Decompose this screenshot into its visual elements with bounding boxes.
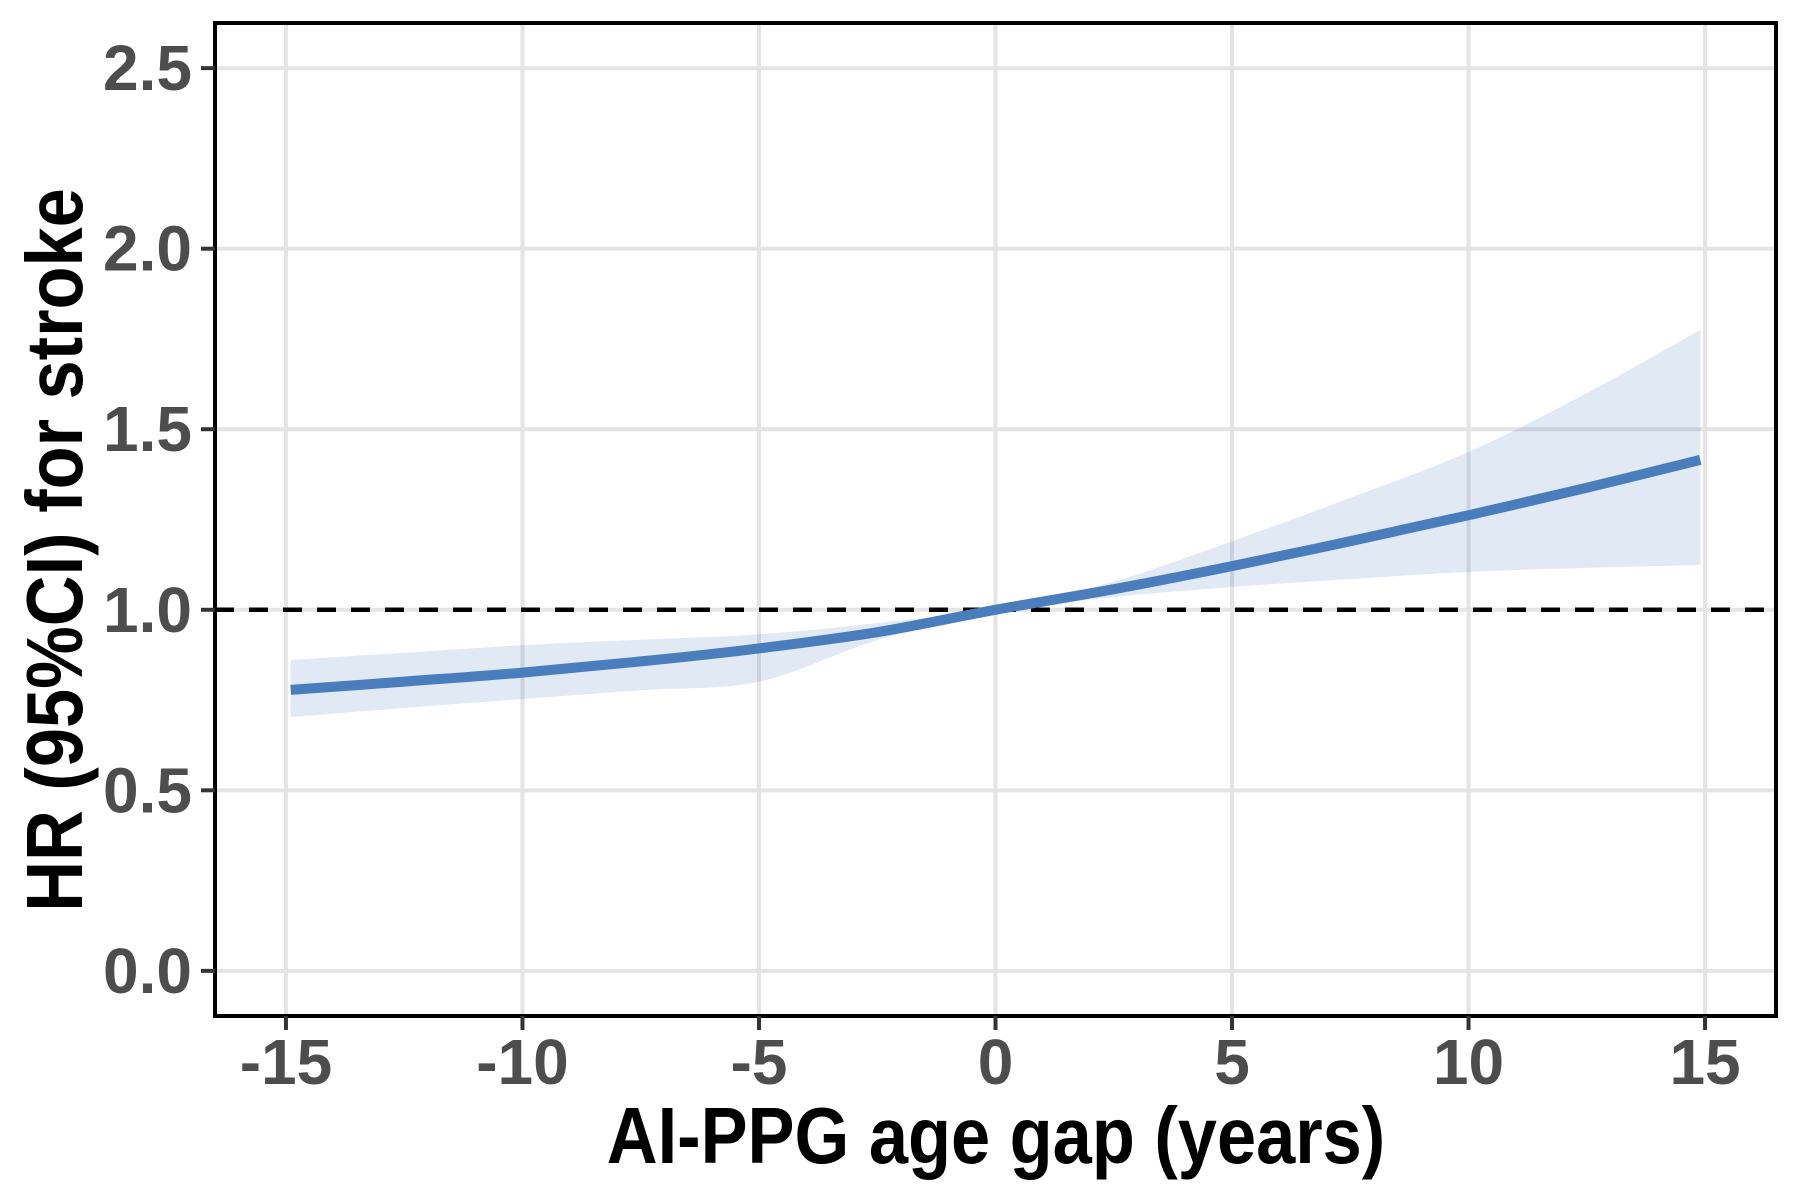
- y-tick-labels: 0.0 0.5 1.0 1.5 2.0 2.5: [103, 32, 192, 1007]
- hr-line: [290, 455, 1702, 695]
- y-tick-label: 2.0: [103, 213, 192, 285]
- y-tick-label: 1.0: [103, 574, 192, 646]
- x-tick-label: -10: [476, 1026, 569, 1098]
- x-tick-label: -15: [240, 1026, 333, 1098]
- x-tick-label: 10: [1433, 1026, 1504, 1098]
- x-tick-label: -5: [731, 1026, 788, 1098]
- y-tick-label: 0.5: [103, 754, 192, 826]
- x-axis-title: AI-PPG age gap (years): [607, 1091, 1385, 1180]
- x-tick-labels: -15 -10 -5 0 5 10 15: [240, 1026, 1741, 1098]
- x-tick-label: 5: [1214, 1026, 1250, 1098]
- y-axis-title: HR (95%CI) for stroke: [10, 188, 99, 912]
- x-tick-label: 0: [978, 1026, 1014, 1098]
- axis-ticks: [201, 66, 1708, 1030]
- x-tick-label: 15: [1669, 1026, 1740, 1098]
- y-tick-label: 1.5: [103, 393, 192, 465]
- y-tick-label: 0.0: [103, 935, 192, 1007]
- y-tick-label: 2.5: [103, 32, 192, 104]
- hr-curve-layer: [290, 455, 1702, 695]
